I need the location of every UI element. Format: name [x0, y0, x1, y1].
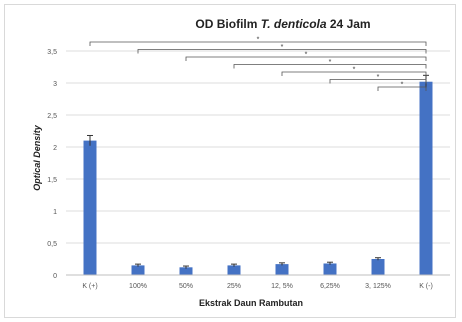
bar	[227, 265, 241, 275]
significance-bracket	[329, 79, 427, 84]
chart-title-part: OD Biofilm	[195, 17, 260, 31]
significance-brackets: * * * * * * *	[89, 37, 427, 91]
significance-star: *	[281, 44, 284, 51]
bar	[371, 259, 385, 275]
significance-star: *	[377, 74, 380, 81]
significance-star: *	[401, 82, 404, 89]
x-tick-label: 12, 5%	[271, 283, 293, 290]
significance-bracket	[89, 41, 427, 46]
significance-bracket	[185, 56, 427, 61]
x-tick-label: 100%	[129, 283, 147, 290]
significance-star: *	[305, 52, 308, 59]
significance-bracket	[281, 71, 427, 76]
chart-title-part: 24 Jam	[327, 17, 371, 31]
x-tick-label: 6,25%	[320, 283, 340, 290]
y-tick-label: 1	[53, 209, 57, 216]
y-tick-label: 2,5	[47, 113, 57, 120]
chart-title-part: T. denticola	[261, 17, 327, 31]
bar	[323, 263, 337, 275]
significance-star: *	[353, 67, 356, 74]
y-tick-label: 2	[53, 145, 57, 152]
chart-title: OD Biofilm T. denticola 24 Jam	[195, 17, 370, 31]
bar	[83, 140, 97, 275]
y-tick-label: 3	[53, 81, 57, 88]
significance-bracket	[377, 86, 427, 91]
significance-star: *	[329, 59, 332, 66]
y-tick-labels: 0 0,5 1 1,5 2 2,5 3 3,5	[47, 49, 57, 280]
x-tick-label: K (+)	[82, 283, 97, 290]
significance-bracket	[233, 64, 427, 69]
y-tick-label: 3,5	[47, 49, 57, 56]
x-tick-label: 50%	[179, 283, 193, 290]
y-tick-label: 1,5	[47, 177, 57, 184]
bar	[179, 267, 193, 275]
bar	[419, 81, 433, 275]
y-tick-label: 0	[53, 273, 57, 280]
y-axis-title: Optical Density	[32, 124, 42, 191]
x-tick-label: K (-)	[419, 283, 433, 290]
x-axis-title: Ekstrak Daun Rambutan	[199, 298, 303, 308]
error-bars	[87, 74, 429, 269]
significance-star: *	[257, 37, 260, 44]
gridlines	[66, 50, 450, 244]
x-tick-labels: K (+) 100% 50% 25% 12, 5% 6,25% 3, 125% K (-)	[82, 283, 432, 290]
bar	[275, 264, 289, 275]
significance-bracket	[137, 49, 427, 54]
y-tick-label: 0,5	[47, 241, 57, 248]
bar	[131, 265, 145, 275]
bars	[83, 81, 433, 275]
x-tick-label: 3, 125%	[365, 283, 391, 290]
x-tick-label: 25%	[227, 283, 241, 290]
